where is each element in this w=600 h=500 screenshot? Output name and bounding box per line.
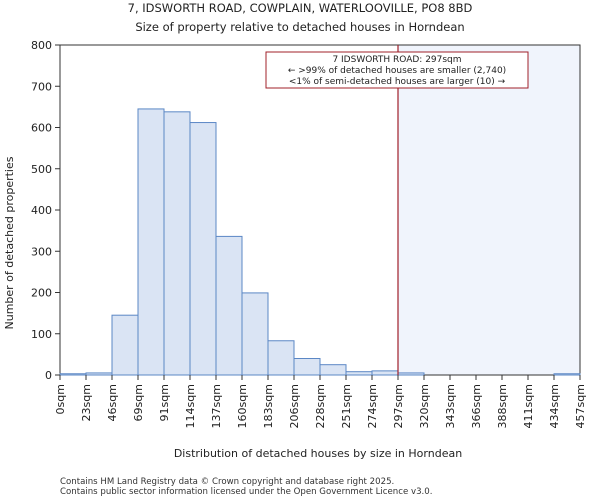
- bar-274sqm: [371, 370, 399, 376]
- x-tick-label: 388sqm: [496, 384, 509, 428]
- y-tick-label: 300: [31, 245, 52, 258]
- bar-137sqm: [215, 235, 243, 376]
- plot-area: 0 100 200 300 400 500 600 700 800 0sqm 23sqm 46sqm 6…: [31, 39, 587, 428]
- x-tick-label: 343sqm: [444, 384, 457, 428]
- y-tick-label: 600: [31, 122, 52, 135]
- x-tick-label: 366sqm: [470, 384, 483, 428]
- footer-line1: Contains HM Land Registry data © Crown c…: [60, 477, 394, 487]
- annotation-line: 7 IDSWORTH ROAD: 297sqm: [332, 55, 461, 65]
- bar-114sqm: [189, 122, 217, 376]
- y-tick-label: 200: [31, 287, 52, 300]
- bar-91sqm: [163, 111, 191, 376]
- bar-228sqm: [319, 364, 347, 376]
- y-tick-label: 800: [31, 39, 52, 52]
- chart-title-line1: 7, IDSWORTH ROAD, COWPLAIN, WATERLOOVILL…: [128, 1, 473, 15]
- x-axis-label: Distribution of detached houses by size …: [174, 447, 462, 460]
- y-tick-label: 400: [31, 204, 52, 217]
- x-tick-label: 160sqm: [236, 384, 249, 428]
- bar-160sqm: [241, 292, 269, 376]
- x-tick-label: 251sqm: [340, 384, 353, 428]
- x-tick-label: 320sqm: [418, 384, 431, 428]
- bar-69sqm: [137, 108, 165, 376]
- x-tick-label: 137sqm: [210, 384, 223, 428]
- x-tick-label: 274sqm: [366, 384, 379, 428]
- footer-line2: Contains public sector information licen…: [60, 487, 432, 497]
- bar-183sqm: [267, 340, 295, 376]
- x-tick-label: 23sqm: [80, 384, 93, 421]
- x-tick-label: 114sqm: [184, 384, 197, 428]
- bar-23sqm: [85, 372, 113, 376]
- y-tick-label: 0: [45, 369, 52, 382]
- bar-434sqm: [553, 373, 581, 376]
- x-tick-label: 69sqm: [132, 384, 145, 421]
- highlight-region: [398, 45, 580, 375]
- x-tick-label: 457sqm: [574, 384, 587, 428]
- bar-251sqm: [345, 371, 373, 376]
- x-tick-label: 46sqm: [106, 384, 119, 421]
- x-tick-label: 0sqm: [54, 384, 67, 414]
- x-tick-label: 228sqm: [314, 384, 327, 428]
- x-tick-label: 297sqm: [392, 384, 405, 428]
- bar-206sqm: [293, 358, 321, 376]
- x-tick-label: 206sqm: [288, 384, 301, 428]
- x-tick-label: 411sqm: [522, 384, 535, 428]
- bar-0sqm: [59, 373, 87, 376]
- bar-46sqm: [111, 314, 139, 376]
- x-tick-label: 434sqm: [548, 384, 561, 428]
- y-tick-label: 500: [31, 163, 52, 176]
- bar-297sqm: [397, 372, 425, 376]
- y-tick-label: 700: [31, 80, 52, 93]
- x-tick-label: 183sqm: [262, 384, 275, 428]
- annotation-line: <1% of semi-detached houses are larger (…: [289, 77, 506, 87]
- chart-title-line2: Size of property relative to detached ho…: [135, 20, 464, 34]
- x-tick-label: 91sqm: [158, 384, 171, 421]
- annotation-box: [265, 51, 529, 89]
- annotation-line: ← >99% of detached houses are smaller (2…: [288, 66, 506, 76]
- y-tick-label: 100: [31, 328, 52, 341]
- y-axis-label: Number of detached properties: [3, 156, 16, 329]
